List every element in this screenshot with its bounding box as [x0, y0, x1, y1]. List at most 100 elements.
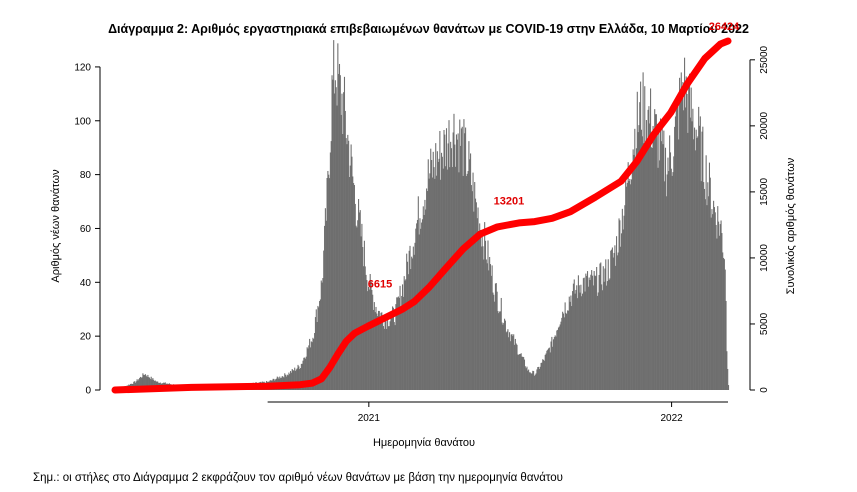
daily-deaths-bar — [469, 159, 471, 390]
daily-deaths-bar — [687, 132, 689, 390]
daily-deaths-bar — [674, 126, 676, 391]
daily-deaths-bar — [566, 314, 568, 390]
daily-deaths-bar — [334, 80, 336, 390]
daily-deaths-bar — [713, 207, 715, 390]
daily-deaths-bar — [620, 233, 623, 390]
daily-deaths-bar — [342, 134, 344, 390]
daily-deaths-bar — [372, 294, 374, 390]
daily-deaths-bar — [654, 109, 656, 390]
daily-deaths-bar — [638, 125, 640, 390]
daily-deaths-bar — [430, 148, 432, 390]
daily-deaths-bar — [460, 145, 462, 390]
daily-deaths-bar — [420, 228, 422, 390]
daily-deaths-bar — [582, 293, 584, 390]
daily-deaths-bar — [517, 354, 519, 390]
daily-deaths-bar — [592, 285, 594, 390]
daily-deaths-bar — [649, 123, 651, 390]
daily-deaths-bar — [478, 237, 480, 390]
daily-deaths-bar — [545, 353, 547, 390]
daily-deaths-bar — [604, 268, 606, 390]
daily-deaths-bar — [320, 280, 322, 390]
daily-deaths-bar — [338, 63, 341, 391]
daily-deaths-bar — [708, 162, 710, 390]
daily-deaths-bar — [526, 366, 528, 390]
daily-deaths-bar — [720, 220, 722, 390]
daily-deaths-bar — [314, 317, 316, 390]
daily-deaths-bar — [600, 262, 602, 390]
daily-deaths-bar — [629, 178, 631, 390]
daily-deaths-bar — [684, 57, 686, 391]
daily-deaths-bar — [625, 173, 627, 390]
daily-deaths-bar — [630, 179, 633, 390]
daily-deaths-bar — [488, 270, 490, 390]
daily-deaths-bar — [376, 313, 378, 390]
daily-deaths-bar — [449, 167, 451, 390]
y-tick-label: 20 — [80, 332, 92, 343]
daily-deaths-bar — [692, 108, 694, 390]
daily-deaths-bar — [499, 311, 501, 390]
daily-deaths-bar — [501, 322, 503, 390]
daily-deaths-bar — [528, 369, 530, 390]
daily-deaths-bar — [509, 341, 511, 390]
daily-deaths-bar — [485, 259, 487, 390]
daily-deaths-bar — [386, 328, 388, 390]
daily-deaths-bar — [679, 101, 681, 390]
daily-deaths-bar — [507, 329, 509, 390]
daily-deaths-bar — [331, 75, 333, 390]
daily-deaths-bar — [147, 374, 149, 390]
daily-deaths-bar — [696, 138, 698, 390]
daily-deaths-bar — [296, 368, 298, 390]
daily-deaths-bar — [711, 209, 713, 390]
daily-deaths-bar — [403, 276, 405, 390]
bars-layer — [115, 40, 730, 391]
daily-deaths-bar — [382, 326, 385, 390]
daily-deaths-bar — [472, 172, 474, 390]
daily-deaths-bar — [337, 43, 339, 390]
daily-deaths-bar — [577, 298, 579, 390]
daily-deaths-bar — [675, 106, 677, 390]
y-tick-label: 40 — [80, 278, 92, 289]
daily-deaths-bar — [703, 188, 706, 390]
daily-deaths-bar — [418, 234, 420, 390]
daily-deaths-bar — [596, 295, 599, 390]
y-tick-label: 120 — [74, 62, 91, 73]
daily-deaths-bar — [643, 143, 645, 390]
daily-deaths-bar — [558, 326, 560, 390]
daily-deaths-bar — [471, 191, 473, 390]
daily-deaths-bar — [151, 379, 153, 390]
daily-deaths-bar — [325, 220, 327, 390]
daily-deaths-bar — [693, 127, 696, 390]
daily-deaths-bar — [529, 372, 531, 390]
daily-deaths-bar — [686, 93, 688, 391]
daily-deaths-bar — [394, 325, 396, 390]
daily-deaths-bar — [616, 255, 618, 390]
daily-deaths-bar — [499, 311, 501, 390]
x-tick-label: 2022 — [660, 413, 683, 424]
daily-deaths-bar — [348, 140, 350, 390]
daily-deaths-bar — [582, 278, 584, 390]
daily-deaths-bar — [440, 179, 442, 390]
daily-deaths-bar — [383, 328, 385, 390]
annotations-layer: 6615 13201 26424 — [368, 21, 740, 291]
daily-deaths-bar — [662, 144, 664, 390]
daily-deaths-bar — [623, 215, 625, 390]
daily-deaths-bar — [506, 331, 508, 390]
daily-deaths-bar — [505, 332, 507, 390]
daily-deaths-bar — [363, 240, 365, 390]
daily-deaths-bar — [466, 173, 468, 390]
daily-deaths-bar — [348, 177, 350, 390]
x-axis-title: Ημερομηνία θανάτου — [373, 437, 475, 449]
daily-deaths-bar — [519, 353, 521, 390]
daily-deaths-bar — [421, 222, 423, 390]
daily-deaths-bar — [581, 296, 583, 390]
daily-deaths-bar — [727, 368, 729, 390]
daily-deaths-bar — [528, 372, 530, 390]
daily-deaths-bar — [578, 285, 580, 390]
daily-deaths-bar — [352, 176, 354, 390]
daily-deaths-bar — [534, 374, 536, 390]
daily-deaths-bar — [539, 366, 541, 390]
daily-deaths-bar — [299, 369, 301, 390]
y2-tick-label: 15000 — [759, 178, 770, 206]
daily-deaths-bar — [315, 309, 317, 390]
